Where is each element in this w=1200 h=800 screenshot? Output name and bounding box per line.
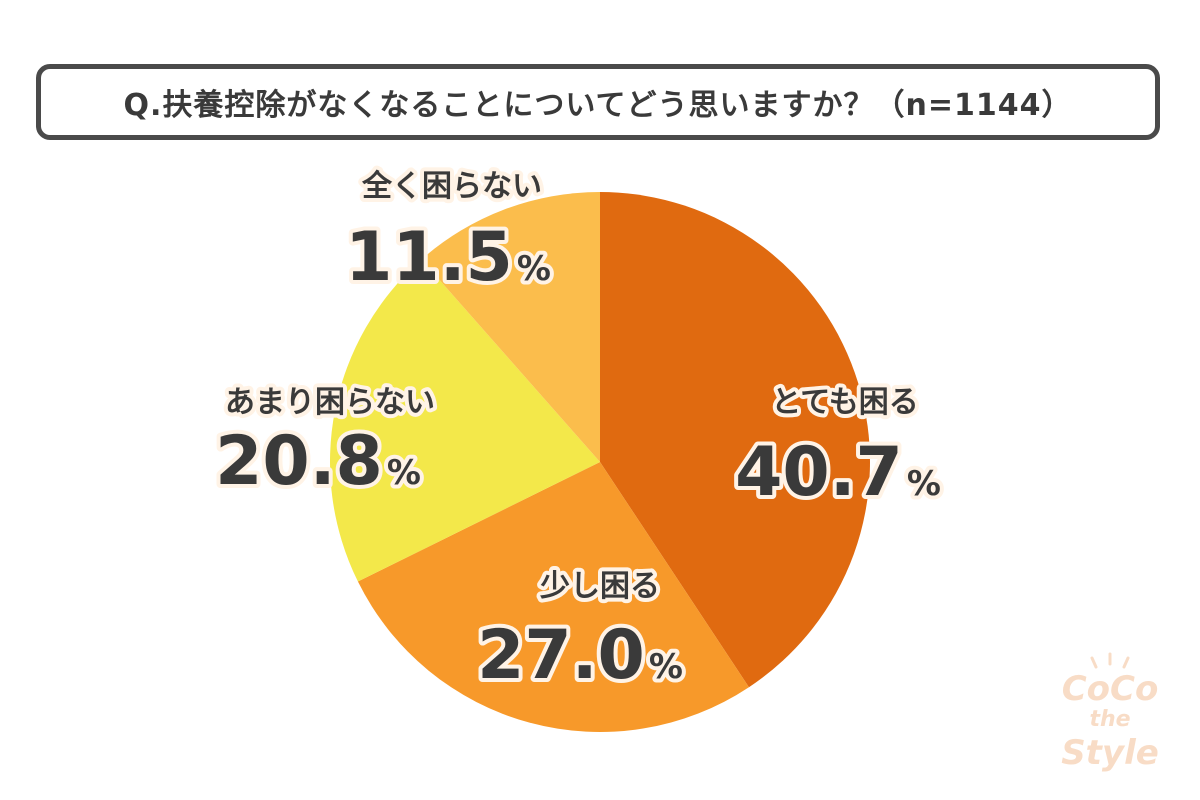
pie-slice <box>421 192 600 462</box>
slice-category-label: 少し困る <box>540 569 660 604</box>
slice-category-label: 全く困らない <box>361 169 542 204</box>
slice-category-label: とても困る <box>771 385 919 420</box>
slice-value-label: 27.0% <box>477 616 683 695</box>
percent-unit: % <box>907 464 941 504</box>
logo-line3: Style <box>1061 733 1159 773</box>
slice-category-label: あまり困らない <box>225 385 435 420</box>
percent-unit: % <box>517 249 551 289</box>
chart-title: Q.扶養控除がなくなることについてどう思いますか？（n=1144） <box>36 64 1160 140</box>
slice-value-label: 40.7% <box>735 433 941 512</box>
pie-slice <box>357 462 749 732</box>
pie-slice <box>600 192 870 688</box>
percent-unit: % <box>649 647 683 687</box>
pie-slice <box>330 259 600 582</box>
percent-unit: % <box>387 453 421 493</box>
logo-line1: CoCo <box>1062 669 1159 709</box>
pie-slices <box>330 192 870 732</box>
coco-the-style-logo: CoCo the Style <box>1061 652 1159 773</box>
logo-line2: the <box>1089 707 1130 732</box>
